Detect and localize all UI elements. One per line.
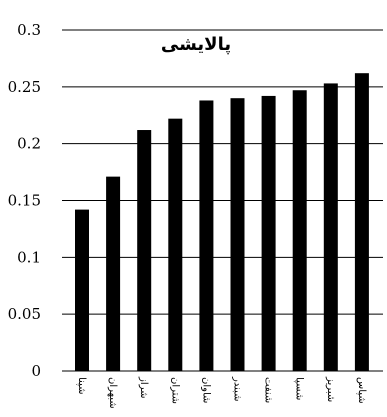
- bar: [230, 98, 245, 371]
- y-tick-label: 0.2: [17, 135, 41, 153]
- y-tick-label: 0: [31, 362, 41, 380]
- bars: [75, 73, 369, 372]
- bar: [292, 90, 307, 371]
- x-category-label: شبندر: [232, 376, 243, 402]
- x-category-label: شپاس: [356, 377, 367, 404]
- x-category-label: شپنا: [76, 377, 87, 394]
- chart-title: پالایشی: [161, 34, 231, 55]
- bar: [261, 95, 276, 371]
- y-tick-label: 0.15: [8, 192, 41, 210]
- x-category-label: شراز: [138, 376, 149, 399]
- x-category-label: شنفت: [263, 377, 274, 403]
- x-category-label: شبریز: [325, 376, 336, 402]
- x-axis-labels: شپنا شبهران شراز شتران شاوان شبندر شنفت شسپا شبر…: [76, 376, 367, 409]
- bar: [168, 118, 183, 371]
- bar: [75, 209, 89, 371]
- bar: [199, 100, 214, 372]
- y-axis-ticks: 0 0.05 0.1 0.15 0.2 0.25 0.3: [8, 21, 41, 380]
- y-tick-label: 0.25: [8, 78, 41, 96]
- bar: [137, 130, 152, 371]
- bar: [323, 83, 338, 371]
- y-tick-label: 0.1: [17, 248, 41, 266]
- x-category-label: شسپا: [294, 377, 305, 400]
- x-category-label: شاوان: [200, 377, 211, 403]
- y-tick-label: 0.3: [17, 21, 41, 39]
- bar: [106, 176, 121, 371]
- x-category-label: شبهران: [107, 377, 118, 409]
- bar: [354, 73, 369, 372]
- y-tick-label: 0.05: [8, 305, 41, 323]
- x-category-label: شتران: [169, 377, 180, 404]
